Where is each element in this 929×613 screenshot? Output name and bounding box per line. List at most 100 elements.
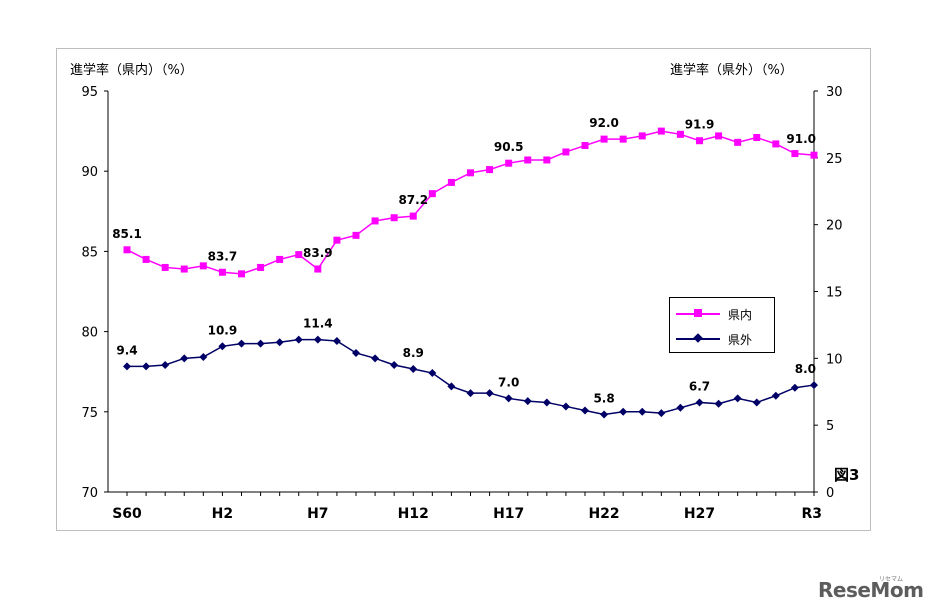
data-point-square	[142, 255, 150, 263]
data-point-square	[199, 262, 207, 270]
data-point-square	[161, 263, 169, 271]
data-point-diamond	[790, 383, 799, 392]
data-point-square	[696, 137, 703, 145]
data-point-diamond	[561, 402, 570, 411]
data-point-diamond	[752, 398, 761, 407]
data-point-square	[123, 246, 131, 254]
data-point-square	[314, 265, 322, 273]
data-point-diamond	[332, 336, 341, 345]
chart-frame	[56, 48, 871, 531]
data-point-square	[486, 166, 494, 174]
data-point-square	[524, 156, 532, 164]
data-point-diamond	[142, 362, 151, 371]
data-point-square	[218, 268, 226, 276]
data-point-square	[238, 270, 245, 278]
legend-label-kennai: 県内	[728, 308, 753, 322]
legend-label-kengai: 県外	[728, 333, 753, 347]
data-point-diamond	[428, 369, 437, 378]
data-point-diamond	[352, 348, 360, 357]
data-label: 5.8	[593, 391, 614, 405]
data-point-diamond	[600, 410, 609, 419]
data-point-diamond	[676, 403, 685, 412]
data-point-square	[257, 263, 265, 271]
figure-label: 図3	[834, 466, 860, 484]
data-point-square	[562, 148, 570, 156]
x-tick-label: H22	[588, 506, 619, 522]
data-point-diamond	[542, 398, 551, 407]
left-y-tick-label: 75	[81, 406, 98, 421]
data-point-diamond	[504, 394, 513, 403]
data-point-square	[581, 142, 589, 150]
left-y-tick-label: 85	[81, 245, 98, 260]
data-label: 8.0	[795, 362, 816, 376]
x-tick-label: S60	[112, 506, 142, 522]
data-point-square	[447, 178, 455, 186]
data-point-square	[772, 140, 780, 148]
left-y-tick-label: 95	[81, 85, 98, 100]
data-point-square	[753, 134, 761, 142]
data-label: 9.4	[116, 343, 137, 357]
legend: 県内 県外	[669, 297, 775, 353]
data-label: 11.4	[303, 317, 333, 331]
right-axis-title: 進学率（県外）（%）	[670, 63, 793, 78]
data-label: 7.0	[498, 375, 519, 389]
data-label: 87.2	[398, 193, 428, 207]
data-label: 91.9	[685, 118, 715, 132]
data-point-square	[810, 151, 818, 159]
legend-item-kennai: 県内	[676, 305, 770, 323]
data-point-square	[791, 150, 799, 158]
data-point-square	[619, 135, 627, 143]
data-point-diamond	[695, 398, 704, 407]
right-y-tick-label: 10	[826, 352, 843, 367]
right-y-tick-label: 30	[826, 85, 843, 100]
data-point-square	[180, 265, 188, 273]
data-point-square	[409, 212, 417, 220]
data-point-diamond	[523, 397, 532, 406]
data-point-diamond	[218, 342, 227, 351]
left-axis-title: 進学率（県内）（%）	[70, 63, 193, 78]
data-label: 85.1	[112, 227, 142, 241]
data-point-diamond	[371, 354, 380, 363]
data-point-diamond	[485, 389, 494, 398]
data-point-diamond	[619, 407, 628, 416]
data-point-diamond	[390, 361, 399, 370]
data-point-square	[600, 135, 608, 143]
data-point-square	[371, 217, 379, 225]
data-point-square	[505, 159, 513, 167]
legend-item-kengai: 県外	[676, 330, 770, 348]
data-point-diamond	[123, 362, 131, 371]
data-point-diamond	[657, 409, 666, 418]
left-y-tick-label: 80	[81, 326, 98, 341]
legend-square-marker-icon	[694, 309, 702, 317]
x-tick-label: H2	[212, 506, 233, 522]
data-point-square	[333, 236, 341, 244]
x-tick-label: H7	[307, 506, 328, 522]
data-point-diamond	[714, 399, 723, 408]
data-point-square	[276, 255, 284, 263]
right-y-tick-label: 0	[826, 486, 834, 501]
data-label: 90.5	[494, 140, 524, 154]
resemom-logo: ReseMom	[818, 578, 924, 602]
data-point-diamond	[733, 394, 742, 403]
left-y-tick-label: 70	[81, 486, 98, 501]
right-y-tick-label: 15	[826, 286, 843, 301]
left-y-tick-label: 90	[81, 165, 98, 180]
data-point-diamond	[581, 406, 589, 415]
data-point-diamond	[409, 365, 418, 374]
data-label: 6.7	[689, 379, 710, 393]
data-point-diamond	[313, 335, 322, 344]
data-point-diamond	[294, 335, 303, 344]
data-label: 83.9	[303, 246, 333, 260]
data-point-square	[352, 231, 360, 239]
right-y-tick-label: 20	[826, 219, 843, 234]
data-label: 92.0	[589, 116, 619, 130]
resemom-logo-subtext: リセマム	[879, 576, 904, 583]
right-y-tick-label: 25	[826, 152, 843, 167]
data-point-diamond	[256, 339, 265, 348]
data-point-diamond	[199, 352, 208, 361]
data-point-diamond	[447, 382, 456, 391]
data-point-square	[657, 127, 665, 135]
data-point-diamond	[237, 339, 246, 348]
right-y-tick-label: 5	[826, 419, 834, 434]
